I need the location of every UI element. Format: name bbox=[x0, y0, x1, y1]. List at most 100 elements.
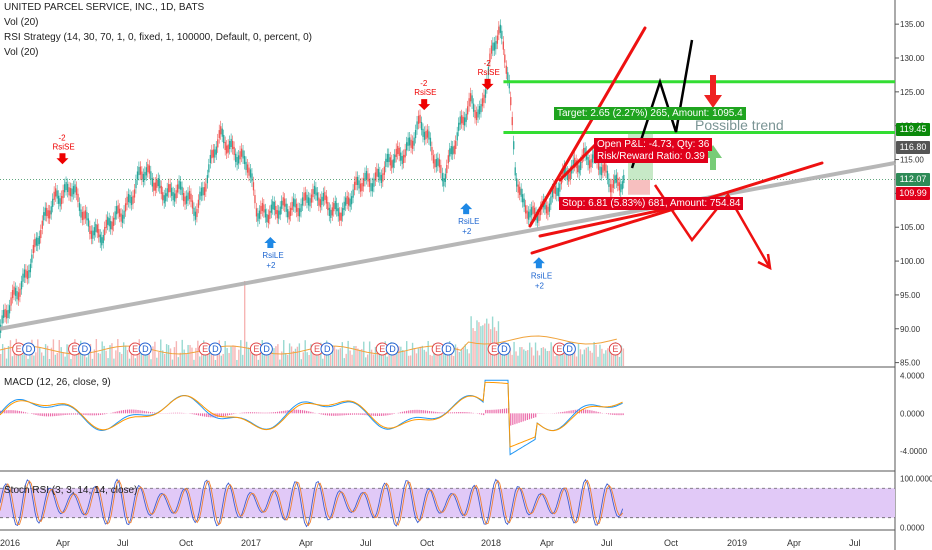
candle-body bbox=[163, 195, 165, 204]
dividend-marker-label: D bbox=[324, 344, 331, 354]
candle-body bbox=[524, 205, 527, 214]
stoch-legend[interactable]: Stoch RSI (3, 3, 14, 14, close) bbox=[4, 485, 138, 496]
candle-body bbox=[52, 198, 54, 207]
volume-bar bbox=[162, 350, 164, 366]
volume-bar bbox=[179, 352, 181, 366]
macd-histogram-bar bbox=[229, 413, 231, 416]
macd-histogram-bar bbox=[522, 413, 524, 422]
candle-body bbox=[327, 201, 329, 211]
volume-bar bbox=[142, 353, 144, 366]
candle-body bbox=[275, 206, 277, 215]
candle-body bbox=[284, 198, 286, 207]
candle-body bbox=[337, 208, 339, 217]
volume-bar bbox=[415, 353, 418, 366]
candle-body bbox=[440, 164, 442, 174]
candle-body bbox=[121, 214, 124, 223]
macd-histogram-bar bbox=[116, 411, 118, 414]
candle-body bbox=[98, 229, 100, 238]
volume-bar bbox=[530, 347, 533, 366]
indicator-legend-vol-2[interactable]: Vol (20) bbox=[4, 47, 39, 58]
volume-bar bbox=[181, 339, 183, 366]
volume-bar bbox=[499, 347, 502, 366]
volume-bar bbox=[406, 341, 408, 366]
candle-body bbox=[410, 139, 412, 148]
candle-body bbox=[597, 161, 600, 170]
candle-body bbox=[31, 254, 33, 263]
candle-body bbox=[209, 154, 211, 164]
earnings-marker-label: E bbox=[556, 344, 562, 354]
volume-bar bbox=[528, 342, 531, 366]
indicator-legend-vol[interactable]: Vol (20) bbox=[4, 17, 39, 28]
macd-histogram-bar bbox=[587, 409, 589, 414]
volume-bar bbox=[113, 358, 115, 366]
volume-bar bbox=[19, 352, 21, 366]
signal-markers[interactable]: E D E D E D E D E D E D E D E D E D E D E-2RsiSE-2RsiSE-2Rsi… bbox=[12, 59, 622, 356]
macd-histogram-bar bbox=[85, 413, 87, 416]
candle-body bbox=[136, 171, 139, 180]
volume-bar bbox=[115, 350, 117, 366]
candle-body bbox=[78, 202, 81, 211]
macd-legend[interactable]: MACD (12, 26, close, 9) bbox=[4, 377, 111, 388]
candle-body bbox=[572, 159, 574, 168]
candle-body bbox=[621, 181, 623, 190]
candle-body bbox=[208, 164, 210, 173]
macd-histogram-bar bbox=[333, 413, 335, 416]
candle-body bbox=[171, 187, 173, 196]
volume-bar bbox=[93, 349, 96, 366]
macd-histogram-bar bbox=[99, 413, 102, 415]
macd-histogram-bar bbox=[410, 410, 412, 414]
volume-bar bbox=[310, 344, 312, 366]
macd-histogram-bar bbox=[516, 413, 518, 424]
candle-body bbox=[505, 65, 507, 74]
volume-bar bbox=[23, 344, 25, 366]
candle-body bbox=[148, 165, 151, 174]
volume-bar bbox=[17, 348, 19, 366]
volume-bar bbox=[204, 348, 207, 366]
drawing-overlay[interactable] bbox=[0, 26, 896, 331]
macd-histogram-bar bbox=[91, 413, 93, 416]
open-pl-label: Open P&L: -4.73, Qty: 36 bbox=[594, 138, 713, 151]
candle-body bbox=[342, 208, 344, 217]
volume-bar bbox=[140, 351, 142, 366]
volume-bar bbox=[13, 351, 16, 366]
volume-bar bbox=[85, 357, 88, 366]
volume-bar bbox=[407, 355, 410, 366]
candle-body bbox=[179, 181, 182, 190]
volume-bar bbox=[523, 349, 525, 366]
candle-body bbox=[144, 171, 146, 180]
candle-body bbox=[411, 140, 414, 149]
macd-histogram-bar bbox=[435, 411, 437, 414]
stoch-tick-label: 100.0000 bbox=[900, 474, 932, 483]
indicator-legend-rsi-strategy[interactable]: RSI Strategy (14, 30, 70, 1, 0, fixed, 1… bbox=[4, 32, 312, 43]
candle-body bbox=[217, 139, 219, 148]
short-signal-arrow-icon bbox=[56, 153, 69, 165]
candle-body bbox=[273, 201, 275, 211]
candle-body bbox=[495, 41, 497, 50]
volume-bar bbox=[284, 353, 287, 366]
volume-bar bbox=[359, 349, 361, 366]
macd-histogram-bar bbox=[249, 412, 252, 414]
signal-name: RsiSE bbox=[414, 88, 436, 97]
macd-histogram-bar bbox=[16, 410, 18, 414]
macd-histogram-bar bbox=[220, 413, 222, 417]
macd-histogram-bar bbox=[197, 413, 200, 416]
macd-histogram-bar bbox=[362, 413, 364, 415]
bearish-arrowhead bbox=[757, 253, 772, 271]
candle-body bbox=[406, 142, 408, 151]
candle-body bbox=[449, 148, 451, 157]
volume-bar bbox=[445, 349, 447, 366]
macd-histogram-bar bbox=[193, 413, 195, 415]
macd-histogram-bar bbox=[455, 412, 458, 414]
stop-label: Stop: 6.81 (5.83%) 681, Amount: 754.84 bbox=[559, 197, 744, 210]
x-tick-label: Jul bbox=[601, 538, 613, 548]
possible-trend-annotation[interactable]: Possible trend bbox=[695, 117, 784, 133]
candle-body bbox=[43, 212, 45, 221]
symbol-title[interactable]: UNITED PARCEL SERVICE, INC., 1D, BATS bbox=[4, 2, 205, 13]
volume-bar bbox=[322, 358, 324, 366]
candle-body bbox=[498, 26, 500, 35]
volume-bar bbox=[253, 345, 256, 366]
candle-body bbox=[456, 132, 458, 141]
macd-histogram-bar bbox=[430, 411, 433, 414]
candle-body bbox=[181, 186, 183, 195]
